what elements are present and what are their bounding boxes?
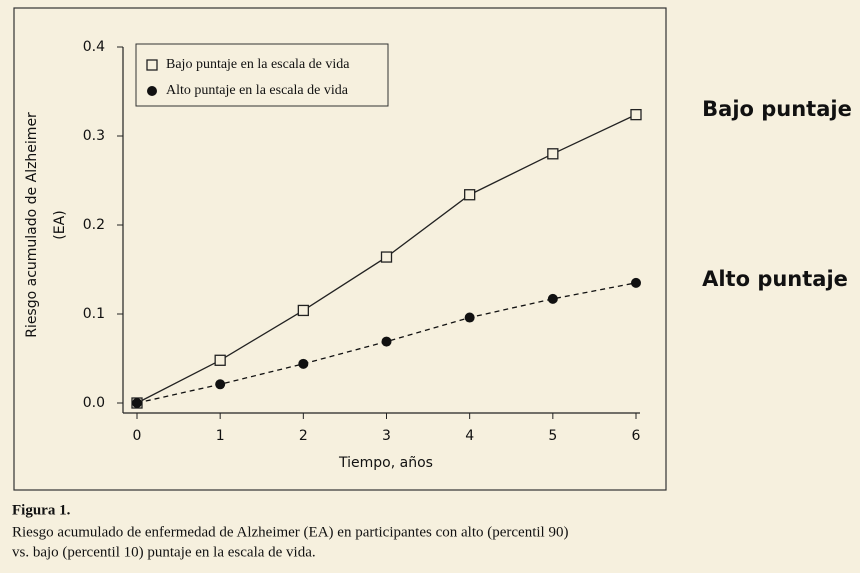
y-tick-label: 0.4 (83, 39, 105, 55)
point (297, 304, 309, 317)
legend-box (135, 43, 389, 107)
x-tick-label: 6 (632, 428, 641, 444)
x-tick-label: 4 (465, 428, 474, 444)
point (215, 379, 226, 390)
point (132, 398, 142, 408)
caption-line: vs. bajo (percentil 10) puntaje en la es… (12, 544, 316, 560)
legend-marker (147, 86, 157, 96)
y-tick-label: 0.1 (83, 306, 105, 322)
y-tick-label: 0.3 (83, 128, 105, 144)
point (214, 354, 226, 366)
point (631, 277, 641, 288)
point (547, 293, 558, 304)
y-axis-label: (EA) (52, 210, 68, 239)
point (298, 358, 309, 369)
y-tick-label: 0.2 (83, 217, 105, 233)
x-tick-label: 2 (299, 428, 308, 444)
annotation: Bajo puntaje (702, 97, 852, 121)
x-tick-label: 1 (216, 428, 225, 444)
point (464, 189, 476, 201)
annotation: Alto puntaje (702, 267, 848, 291)
point (381, 336, 392, 347)
legend-marker (146, 59, 158, 71)
point (464, 312, 475, 323)
point (630, 108, 642, 121)
x-axis-label: Tiempo, años (338, 455, 433, 471)
caption-title: Figura 1. (12, 502, 71, 518)
point (380, 251, 393, 263)
y-axis-label: Riesgo acumulado de Alzheimer (24, 112, 40, 338)
caption-line: Riesgo acumulado de enfermedad de Alzhei… (12, 524, 568, 540)
chart-frame (13, 7, 667, 491)
y-tick-label: 0.0 (83, 395, 105, 411)
legend-label: Alto puntaje en la escala de vida (166, 83, 349, 98)
point (547, 148, 559, 160)
legend-label: Bajo puntaje en la escala de vida (166, 57, 350, 72)
x-tick-label: 0 (133, 428, 142, 444)
x-tick-label: 3 (382, 428, 391, 444)
x-tick-label: 5 (548, 428, 557, 444)
